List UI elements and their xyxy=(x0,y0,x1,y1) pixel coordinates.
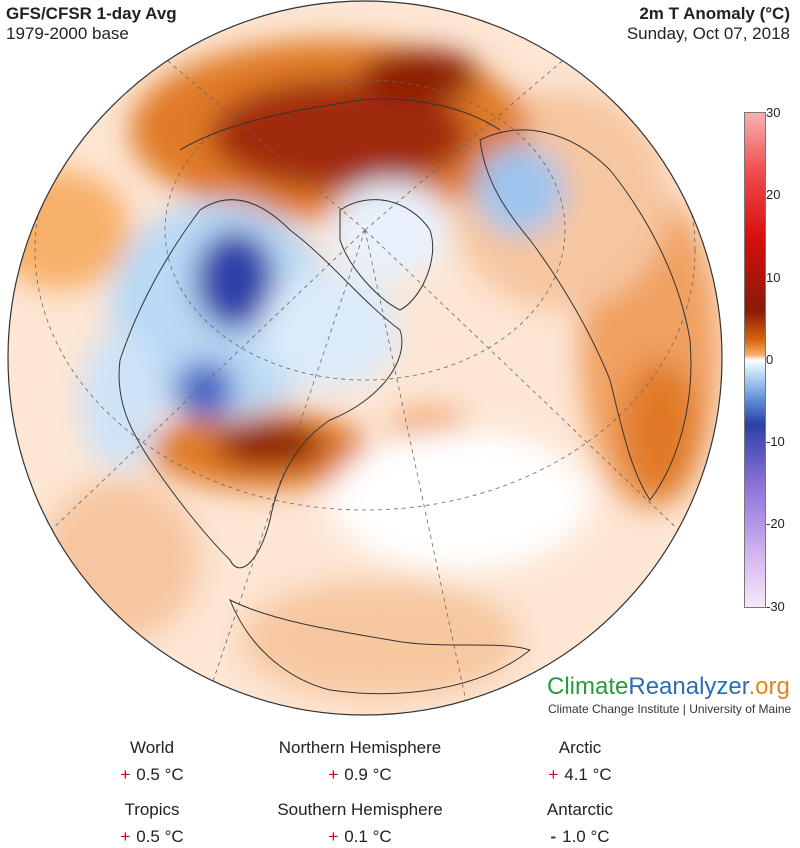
stat-value: 0.9 °C xyxy=(344,765,392,784)
stat-antarctic: Antarctic -1.0 °C xyxy=(470,799,690,848)
map-subtitle: 1979-2000 base xyxy=(6,24,129,43)
stat-label: Tropics xyxy=(124,800,180,819)
colorbar-tick: -20 xyxy=(766,516,785,531)
stat-southern-hemisphere: Southern Hemisphere +0.1 °C xyxy=(250,799,470,848)
coastlines xyxy=(118,98,692,695)
brand-subtitle: Climate Change Institute | University of… xyxy=(548,702,792,716)
brand-part-reanalyzer: Reanalyzer xyxy=(628,673,749,700)
map-date: Sunday, Oct 07, 2018 xyxy=(626,24,790,43)
stat-sign: + xyxy=(328,765,339,784)
header-left: GFS/CFSR 1-day Avg 1979-2000 base xyxy=(6,4,177,44)
stat-label: Southern Hemisphere xyxy=(277,800,443,819)
globe-outline xyxy=(7,0,723,716)
header-right: 2m T Anomaly (°C) Sunday, Oct 07, 2018 xyxy=(627,4,790,44)
stat-sign: + xyxy=(328,827,339,846)
colorbar-tick: -30 xyxy=(766,599,785,614)
anomaly-map xyxy=(7,0,723,716)
stat-sign: + xyxy=(120,827,131,846)
colorbar-tick: -10 xyxy=(766,434,785,449)
colorbar-tick: 30 xyxy=(766,105,781,120)
stat-value: 0.5 °C xyxy=(136,827,184,846)
colorbar-tick: 20 xyxy=(766,187,781,202)
stat-world: World +0.5 °C xyxy=(42,737,262,786)
stat-label: World xyxy=(129,738,175,757)
globe-fill xyxy=(8,1,722,715)
stat-value: 1.0 °C xyxy=(562,827,610,846)
stat-label: Arctic xyxy=(558,738,602,757)
brand-part-org: .org xyxy=(748,673,790,700)
graticule xyxy=(19,1,711,715)
colorbar: 30 20 10 0 -10 -20 -30 xyxy=(744,104,800,614)
stat-value: 4.1 °C xyxy=(564,765,612,784)
stat-tropics: Tropics +0.5 °C xyxy=(42,799,262,848)
stat-label: Northern Hemisphere xyxy=(278,738,442,757)
stat-northern-hemisphere: Northern Hemisphere +0.9 °C xyxy=(250,737,470,786)
stat-sign: + xyxy=(120,765,131,784)
stat-value: 0.5 °C xyxy=(136,765,184,784)
colorbar-gradient xyxy=(744,112,766,608)
brand-part-climate: Climate xyxy=(547,673,629,700)
stat-sign: + xyxy=(548,765,559,784)
stat-sign: - xyxy=(550,827,557,846)
variable-title: 2m T Anomaly (°C) xyxy=(639,4,790,23)
brand-logo[interactable]: ClimateReanalyzer.org xyxy=(547,673,790,701)
map-title: GFS/CFSR 1-day Avg xyxy=(6,4,177,23)
stat-arctic: Arctic +4.1 °C xyxy=(470,737,690,786)
stat-label: Antarctic xyxy=(546,800,614,819)
stat-value: 0.1 °C xyxy=(344,827,392,846)
colorbar-tick: 0 xyxy=(766,352,774,367)
colorbar-tick: 10 xyxy=(766,270,781,285)
